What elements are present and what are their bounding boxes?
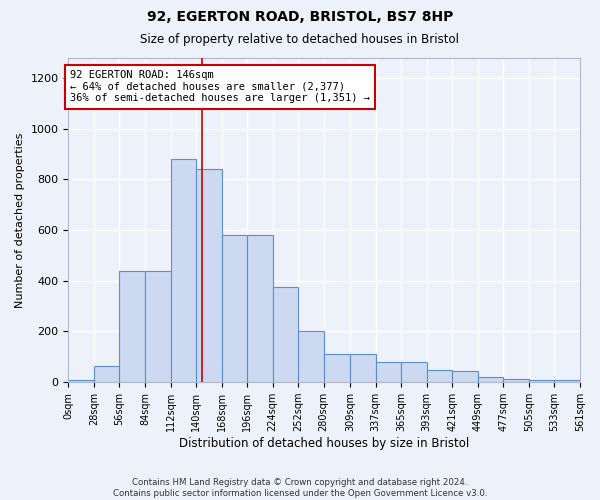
Bar — [94, 366, 119, 382]
Bar — [298, 332, 324, 382]
Bar — [221, 235, 247, 382]
Bar — [503, 379, 529, 382]
Bar — [324, 354, 350, 382]
Bar — [529, 380, 554, 382]
Text: 92 EGERTON ROAD: 146sqm
← 64% of detached houses are smaller (2,377)
36% of semi: 92 EGERTON ROAD: 146sqm ← 64% of detache… — [70, 70, 370, 103]
Bar — [452, 371, 478, 382]
Bar — [272, 287, 298, 382]
Bar — [376, 362, 401, 382]
Bar — [350, 354, 376, 382]
Bar — [170, 159, 196, 382]
Bar — [427, 370, 452, 382]
Text: 92, EGERTON ROAD, BRISTOL, BS7 8HP: 92, EGERTON ROAD, BRISTOL, BS7 8HP — [147, 10, 453, 24]
X-axis label: Distribution of detached houses by size in Bristol: Distribution of detached houses by size … — [179, 437, 469, 450]
Bar — [196, 169, 221, 382]
Bar — [119, 270, 145, 382]
Y-axis label: Number of detached properties: Number of detached properties — [15, 132, 25, 308]
Bar — [247, 235, 272, 382]
Text: Contains HM Land Registry data © Crown copyright and database right 2024.
Contai: Contains HM Land Registry data © Crown c… — [113, 478, 487, 498]
Bar — [401, 362, 427, 382]
Bar — [554, 380, 580, 382]
Bar — [145, 270, 170, 382]
Bar — [478, 377, 503, 382]
Text: Size of property relative to detached houses in Bristol: Size of property relative to detached ho… — [140, 32, 460, 46]
Bar — [68, 380, 94, 382]
